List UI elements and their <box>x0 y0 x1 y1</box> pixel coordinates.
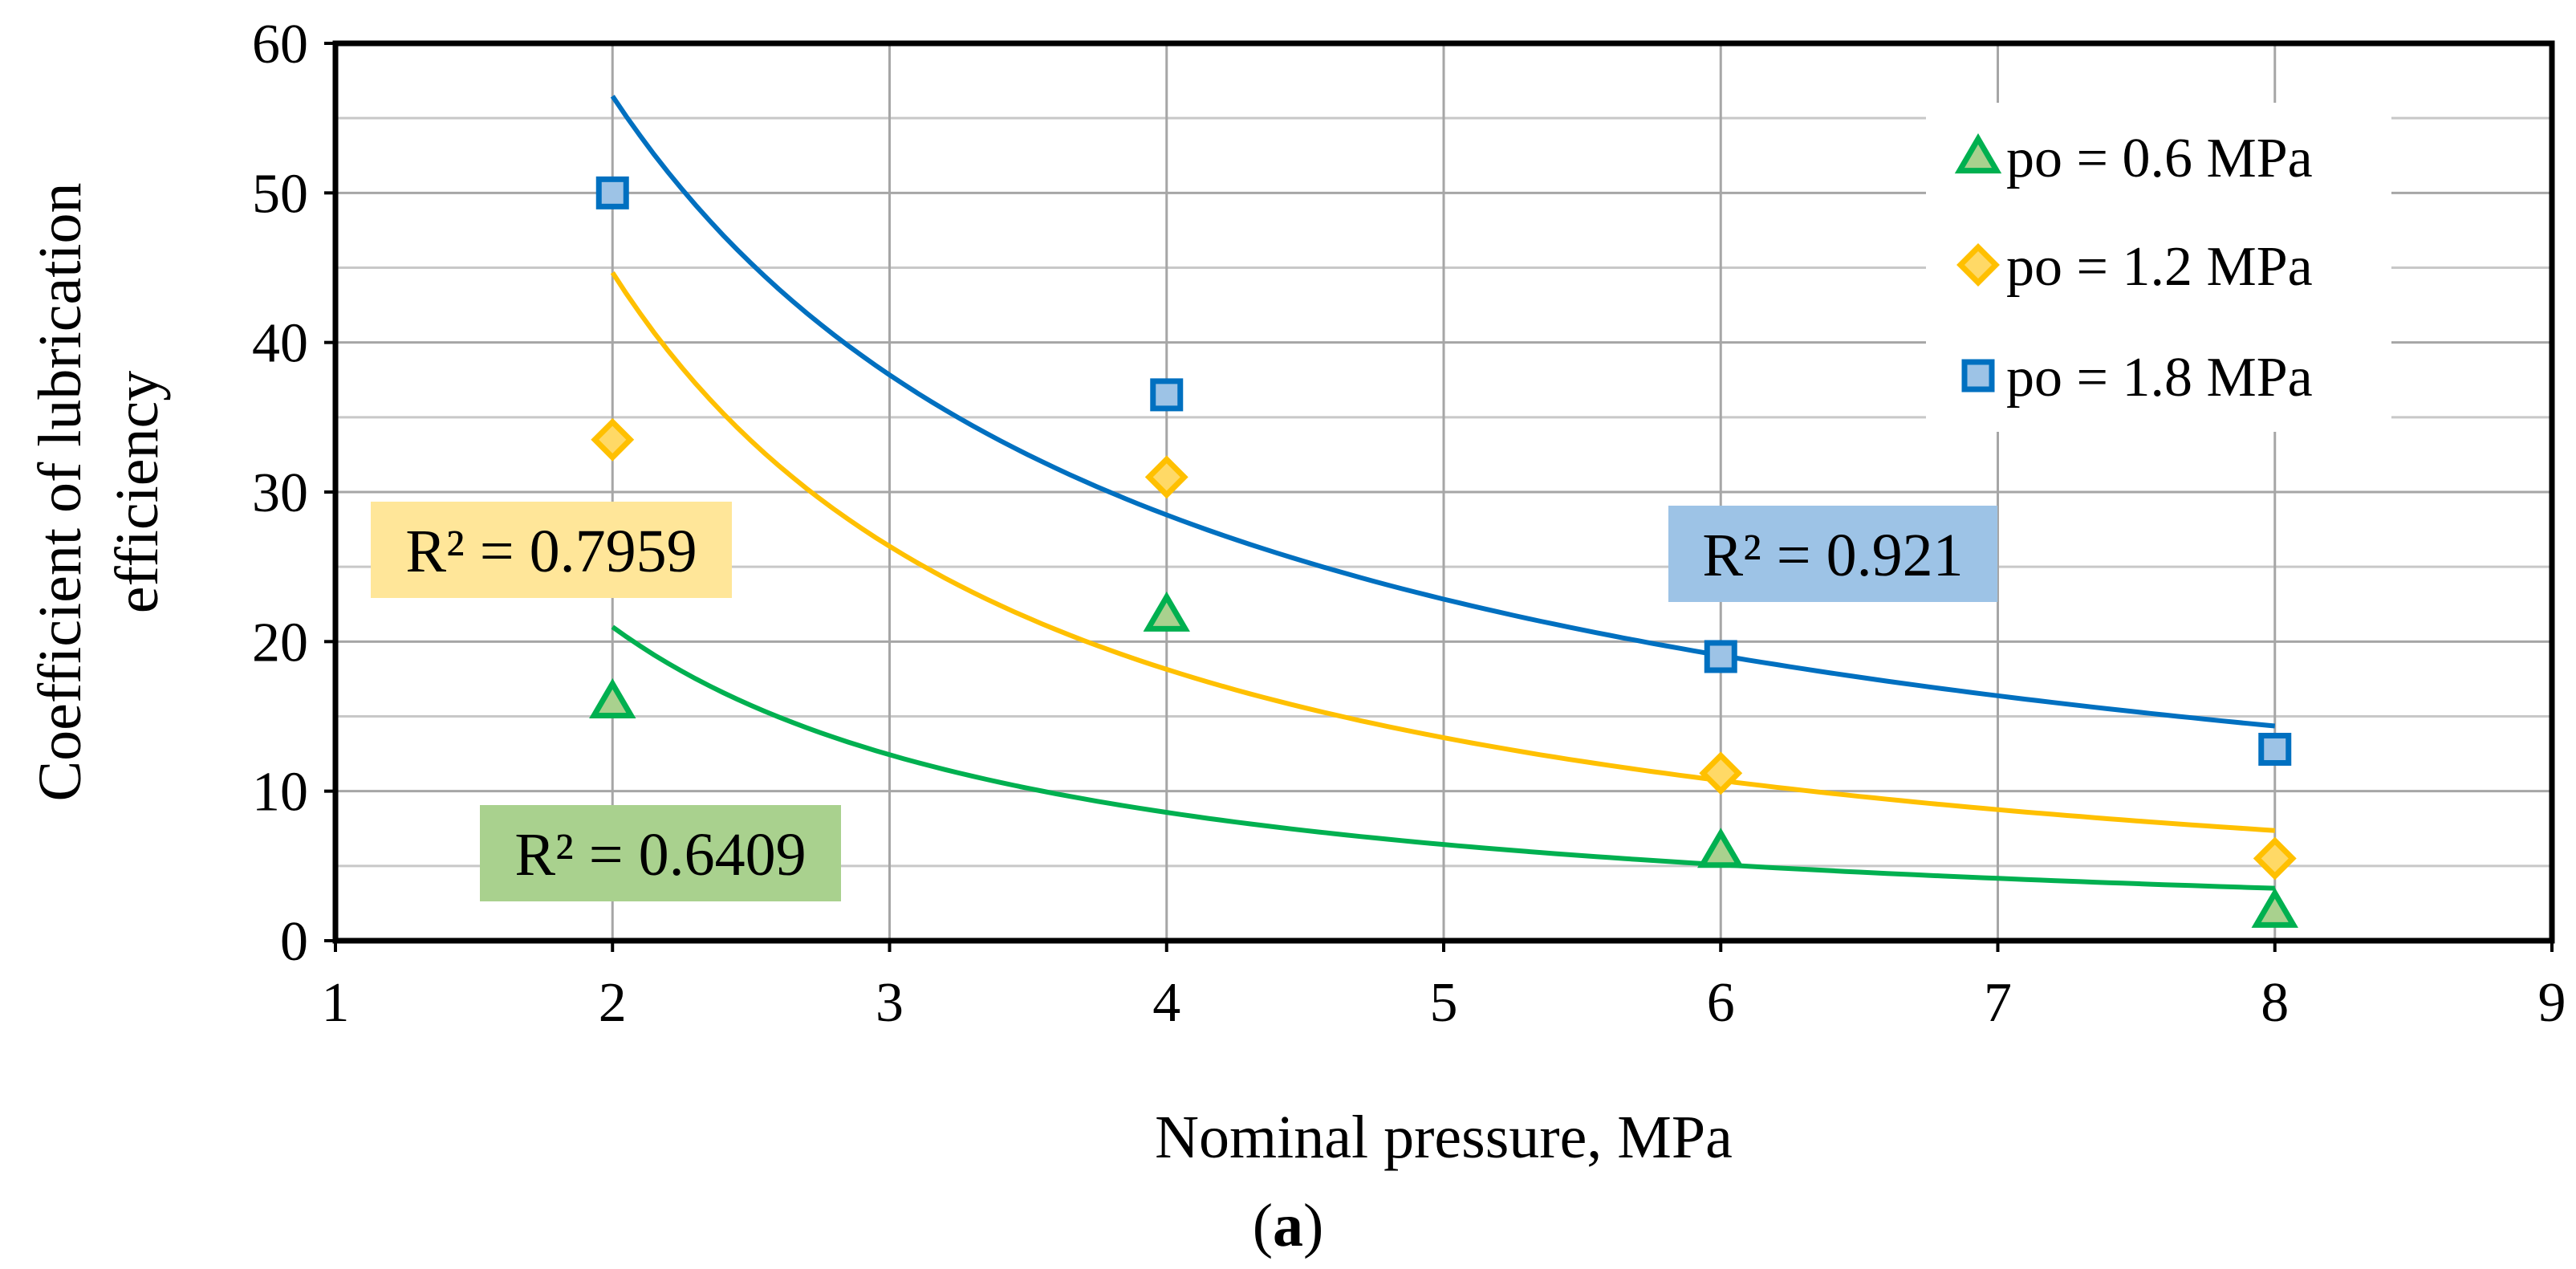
x-tick-label: 7 <box>1984 972 2012 1034</box>
y-tick-label: 0 <box>280 911 308 973</box>
x-tick-label: 2 <box>599 972 627 1034</box>
data-point-series-1 <box>1143 591 1190 632</box>
data-point-series-3 <box>595 176 629 209</box>
panel-label-open-paren: ( <box>1253 1192 1273 1259</box>
y-axis-title-line: Coefficient of lubrication <box>26 182 94 801</box>
y-tick-label: 50 <box>252 163 308 225</box>
data-point-series-2 <box>2253 836 2297 881</box>
y-tick-label: 40 <box>252 313 308 375</box>
r2-labels: R² = 0.6409 R² = 0.7959 R² = 0.921 <box>371 502 1997 901</box>
panel-label-close-paren: ) <box>1303 1192 1323 1259</box>
trendline-series-2 <box>610 270 2275 833</box>
trendline-series-1 <box>611 624 2275 891</box>
r2-label-box-series-2 <box>371 502 732 598</box>
r2-label-box-series-3 <box>1668 506 1997 602</box>
r2-label-series-1: R² = 0.6409 <box>514 821 806 889</box>
x-tick-label: 4 <box>1152 972 1180 1034</box>
data-point-series-1 <box>2251 887 2298 928</box>
legend-marker-series-2 <box>1956 243 2000 287</box>
data-point-series-1 <box>589 677 636 718</box>
x-tick-label: 1 <box>322 972 350 1034</box>
data-point-series-2 <box>591 417 635 462</box>
axis-labels: Nominal pressure, MPa Coefficient of lubr… <box>26 182 1733 1259</box>
panel-label-letter: a <box>1273 1192 1303 1259</box>
data-point-series-3 <box>1704 640 1737 673</box>
legend-label-series-3: po = 1.8 MPa <box>2006 347 2313 409</box>
panel-label: (a) <box>1253 1192 1324 1259</box>
legend-label-series-1: po = 0.6 MPa <box>2006 128 2313 189</box>
r2-label-box-series-1 <box>480 805 841 901</box>
data-point-series-2 <box>1144 455 1188 499</box>
x-tick-label: 9 <box>2538 972 2566 1034</box>
legend: po = 0.6 MPa po = 1.2 MPa po = 1.8 MPa <box>1926 103 2391 432</box>
x-axis-title: Nominal pressure, MPa <box>1155 1104 1733 1171</box>
data-points <box>589 176 2298 928</box>
legend-marker-series-3 <box>1961 359 1995 392</box>
x-tick-label: 6 <box>1707 972 1735 1034</box>
data-point-series-2 <box>1699 751 1743 795</box>
legend-label-series-2: po = 1.2 MPa <box>2006 236 2313 298</box>
legend-marker-series-1 <box>1954 133 2002 174</box>
x-tick-label: 5 <box>1430 972 1458 1034</box>
y-tick-label: 20 <box>252 612 308 673</box>
legend-background <box>1926 103 2391 432</box>
y-tick-label: 60 <box>252 14 308 75</box>
r2-label-series-2: R² = 0.7959 <box>405 518 697 585</box>
y-axis-title-line: efficiency <box>104 371 171 613</box>
axes: 0 10 20 30 40 50 60 1 2 3 4 5 6 7 8 9 <box>252 14 2566 1034</box>
data-point-series-3 <box>2258 732 2292 766</box>
x-tick-label: 8 <box>2261 972 2289 1034</box>
trendlines <box>610 95 2276 891</box>
y-axis-title: Coefficient of lubrication efficiency <box>26 182 171 801</box>
r2-label-series-3: R² = 0.921 <box>1702 522 1963 589</box>
y-tick-label: 10 <box>252 762 308 824</box>
data-point-series-3 <box>1150 378 1184 412</box>
data-point-series-1 <box>1697 828 1745 868</box>
x-tick-label: 3 <box>876 972 904 1034</box>
trendline-series-3 <box>610 95 2276 729</box>
y-tick-label: 30 <box>252 462 308 524</box>
